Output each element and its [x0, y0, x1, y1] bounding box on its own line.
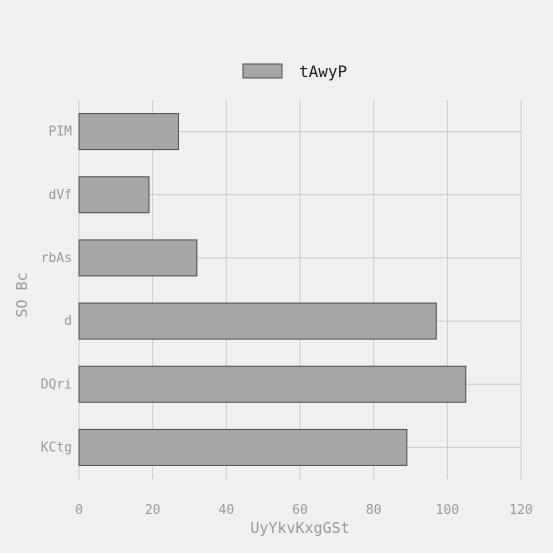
- bars-layer: [78, 113, 467, 466]
- bar-rbAs: [78, 239, 198, 277]
- y-tick-labels: PIM dVf rbAs d DQri KCtg: [41, 125, 72, 456]
- legend-swatch: [242, 63, 283, 79]
- x-tick-label: 20: [145, 503, 161, 518]
- bar-PIM: [78, 113, 179, 151]
- legend: tAwyP: [242, 62, 347, 81]
- x-tick-label: 0: [75, 503, 83, 518]
- bar-dVf: [78, 176, 150, 214]
- x-tick-labels: 0 20 40 60 80 100 120: [75, 503, 533, 518]
- y-tick-label: DQri: [41, 377, 72, 392]
- x-tick-label: 100: [436, 503, 459, 518]
- bar-DQri: [78, 365, 467, 403]
- y-tick-label: PIM: [49, 125, 73, 140]
- bar-d: [78, 302, 437, 340]
- x-tick-label: 120: [509, 503, 532, 518]
- bar-KCtg: [78, 428, 408, 466]
- y-axis-label: SO Bc: [13, 272, 31, 317]
- y-tick-label: d: [64, 314, 72, 329]
- y-tick-label: rbAs: [41, 251, 72, 266]
- x-tick-label: 40: [219, 503, 235, 518]
- y-tick-label: dVf: [49, 188, 72, 203]
- x-tick-label: 80: [366, 503, 382, 518]
- grid-layer: [78, 100, 522, 479]
- y-tick-label: KCtg: [41, 440, 72, 455]
- x-tick-label: 60: [292, 503, 308, 518]
- x-axis-label: UyYkvKxgGSt: [250, 519, 349, 537]
- legend-label: tAwyP: [299, 62, 347, 81]
